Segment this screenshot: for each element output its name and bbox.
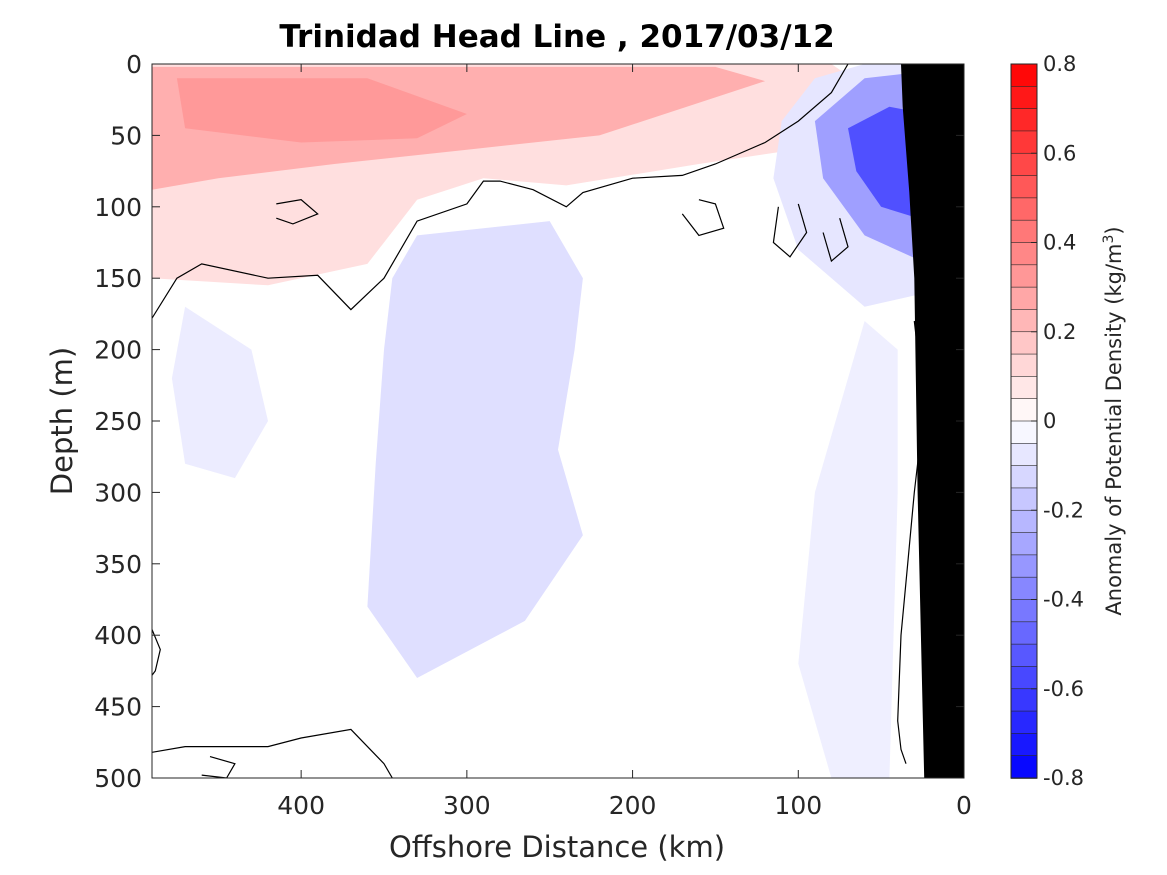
colorbar-segment <box>1010 86 1038 110</box>
x-axis-ticks: 400 300 200 100 0 <box>277 64 972 820</box>
zero-contour-8 <box>152 629 161 676</box>
y-tick-label: 200 <box>94 336 142 365</box>
zero-contour-lines <box>152 64 929 778</box>
x-tick-label: 0 <box>956 791 972 820</box>
colorbar-segment <box>1010 219 1038 244</box>
colorbar-segment <box>1010 688 1038 712</box>
zero-contour-4 <box>276 199 319 225</box>
y-tick-label: 250 <box>94 407 142 436</box>
colorbar-segment <box>1010 576 1038 601</box>
y-axis-label: Depth (m) <box>45 347 79 495</box>
y-axis-ticks: 0 50 100 150 200 250 300 350 400 450 500 <box>94 50 964 793</box>
y-tick-label: 300 <box>94 478 142 507</box>
x-axis-label: Offshore Distance (km) <box>389 830 725 864</box>
field-cold-mid-depth-blob <box>367 221 583 678</box>
x-tick-label: 100 <box>774 791 822 820</box>
x-tick-label: 400 <box>277 791 325 820</box>
y-tick-label: 450 <box>94 693 142 722</box>
y-tick-label: 500 <box>94 764 142 793</box>
colorbar-tick-label: 0 <box>1043 409 1056 433</box>
colorbar-segment <box>1010 331 1038 355</box>
y-tick-label: 0 <box>126 50 142 79</box>
colorbar-segment <box>1010 710 1038 735</box>
field-warm-surface-max <box>176 78 467 143</box>
colorbar-tick-label: 0.2 <box>1043 320 1076 344</box>
colorbar-segment <box>1010 621 1038 645</box>
zero-contour-0 <box>152 64 849 319</box>
zero-contour-7 <box>822 218 849 263</box>
y-tick-label: 50 <box>110 121 142 150</box>
colorbar-segment <box>1010 197 1038 221</box>
colorbar-segment <box>1010 286 1038 311</box>
colorbar-segment <box>1010 264 1038 288</box>
colorbar-segment <box>1010 443 1038 467</box>
seafloor-mask <box>901 64 964 778</box>
colorbar-segment <box>1010 175 1038 199</box>
y-tick-label: 150 <box>94 264 142 293</box>
colorbar-segment <box>1010 532 1038 556</box>
colorbar-segment <box>1010 554 1038 578</box>
colorbar-label-sup: 3 <box>1101 235 1117 244</box>
colorbar-tick-label: -0.4 <box>1043 588 1084 612</box>
colorbar-segment <box>1010 465 1038 489</box>
colorbar-frame <box>1010 63 1038 779</box>
colorbar-segment <box>1010 509 1038 534</box>
colorbar-tick-label: 0.4 <box>1043 231 1076 255</box>
colorbar-segment <box>1010 376 1038 400</box>
zero-contour-5 <box>681 199 725 237</box>
colorbar-tick-label: -0.2 <box>1043 498 1084 522</box>
colorbar-segment <box>1010 242 1038 266</box>
colorbar-tick-label: 0.8 <box>1043 52 1076 76</box>
colorbar-label-close: ) <box>1102 226 1126 234</box>
colorbar-segment <box>1010 130 1038 155</box>
colorbar-segment <box>1010 152 1038 177</box>
colorbar-segment <box>1010 487 1038 512</box>
y-tick-label: 100 <box>94 193 142 222</box>
chart-title: Trinidad Head Line , 2017/03/12 <box>279 19 834 55</box>
colorbar-segment <box>1010 733 1038 757</box>
colorbar-segment <box>1010 755 1038 779</box>
field-cold-nearshore-band <box>798 321 898 778</box>
colorbar-segment <box>1010 63 1038 88</box>
y-tick-label: 350 <box>94 550 142 579</box>
x-tick-label: 300 <box>443 791 491 820</box>
colorbar-segment <box>1010 666 1038 690</box>
colorbar-tick-label: 0.6 <box>1043 141 1076 165</box>
colorbar-ticks: 0.8 0.6 0.4 0.2 0 -0.2 -0.4 -0.6 -0.8 <box>1031 52 1084 790</box>
x-tick-label: 200 <box>609 791 657 820</box>
colorbar-segment <box>1010 599 1038 623</box>
colorbar-label-main: Anomaly of Potential Density (kg/m <box>1102 244 1126 616</box>
bathymetry-layer <box>901 64 964 778</box>
zero-contour-3 <box>152 728 393 778</box>
colorbar-segment <box>1010 398 1038 422</box>
zero-contour-9 <box>201 756 236 778</box>
y-tick-label: 400 <box>94 621 142 650</box>
field-cold-west-blob <box>171 306 268 479</box>
colorbar <box>1010 63 1038 779</box>
colorbar-segment <box>1010 643 1038 668</box>
colorbar-segment <box>1010 353 1038 378</box>
zero-contour-6 <box>772 203 808 258</box>
colorbar-tick-label: -0.8 <box>1043 766 1084 790</box>
colorbar-segment <box>1010 108 1038 132</box>
colorbar-segment <box>1010 309 1038 333</box>
colorbar-segment <box>1010 420 1038 445</box>
colorbar-tick-label: -0.6 <box>1043 677 1084 701</box>
colorbar-label: Anomaly of Potential Density (kg/m3) <box>1101 226 1126 615</box>
